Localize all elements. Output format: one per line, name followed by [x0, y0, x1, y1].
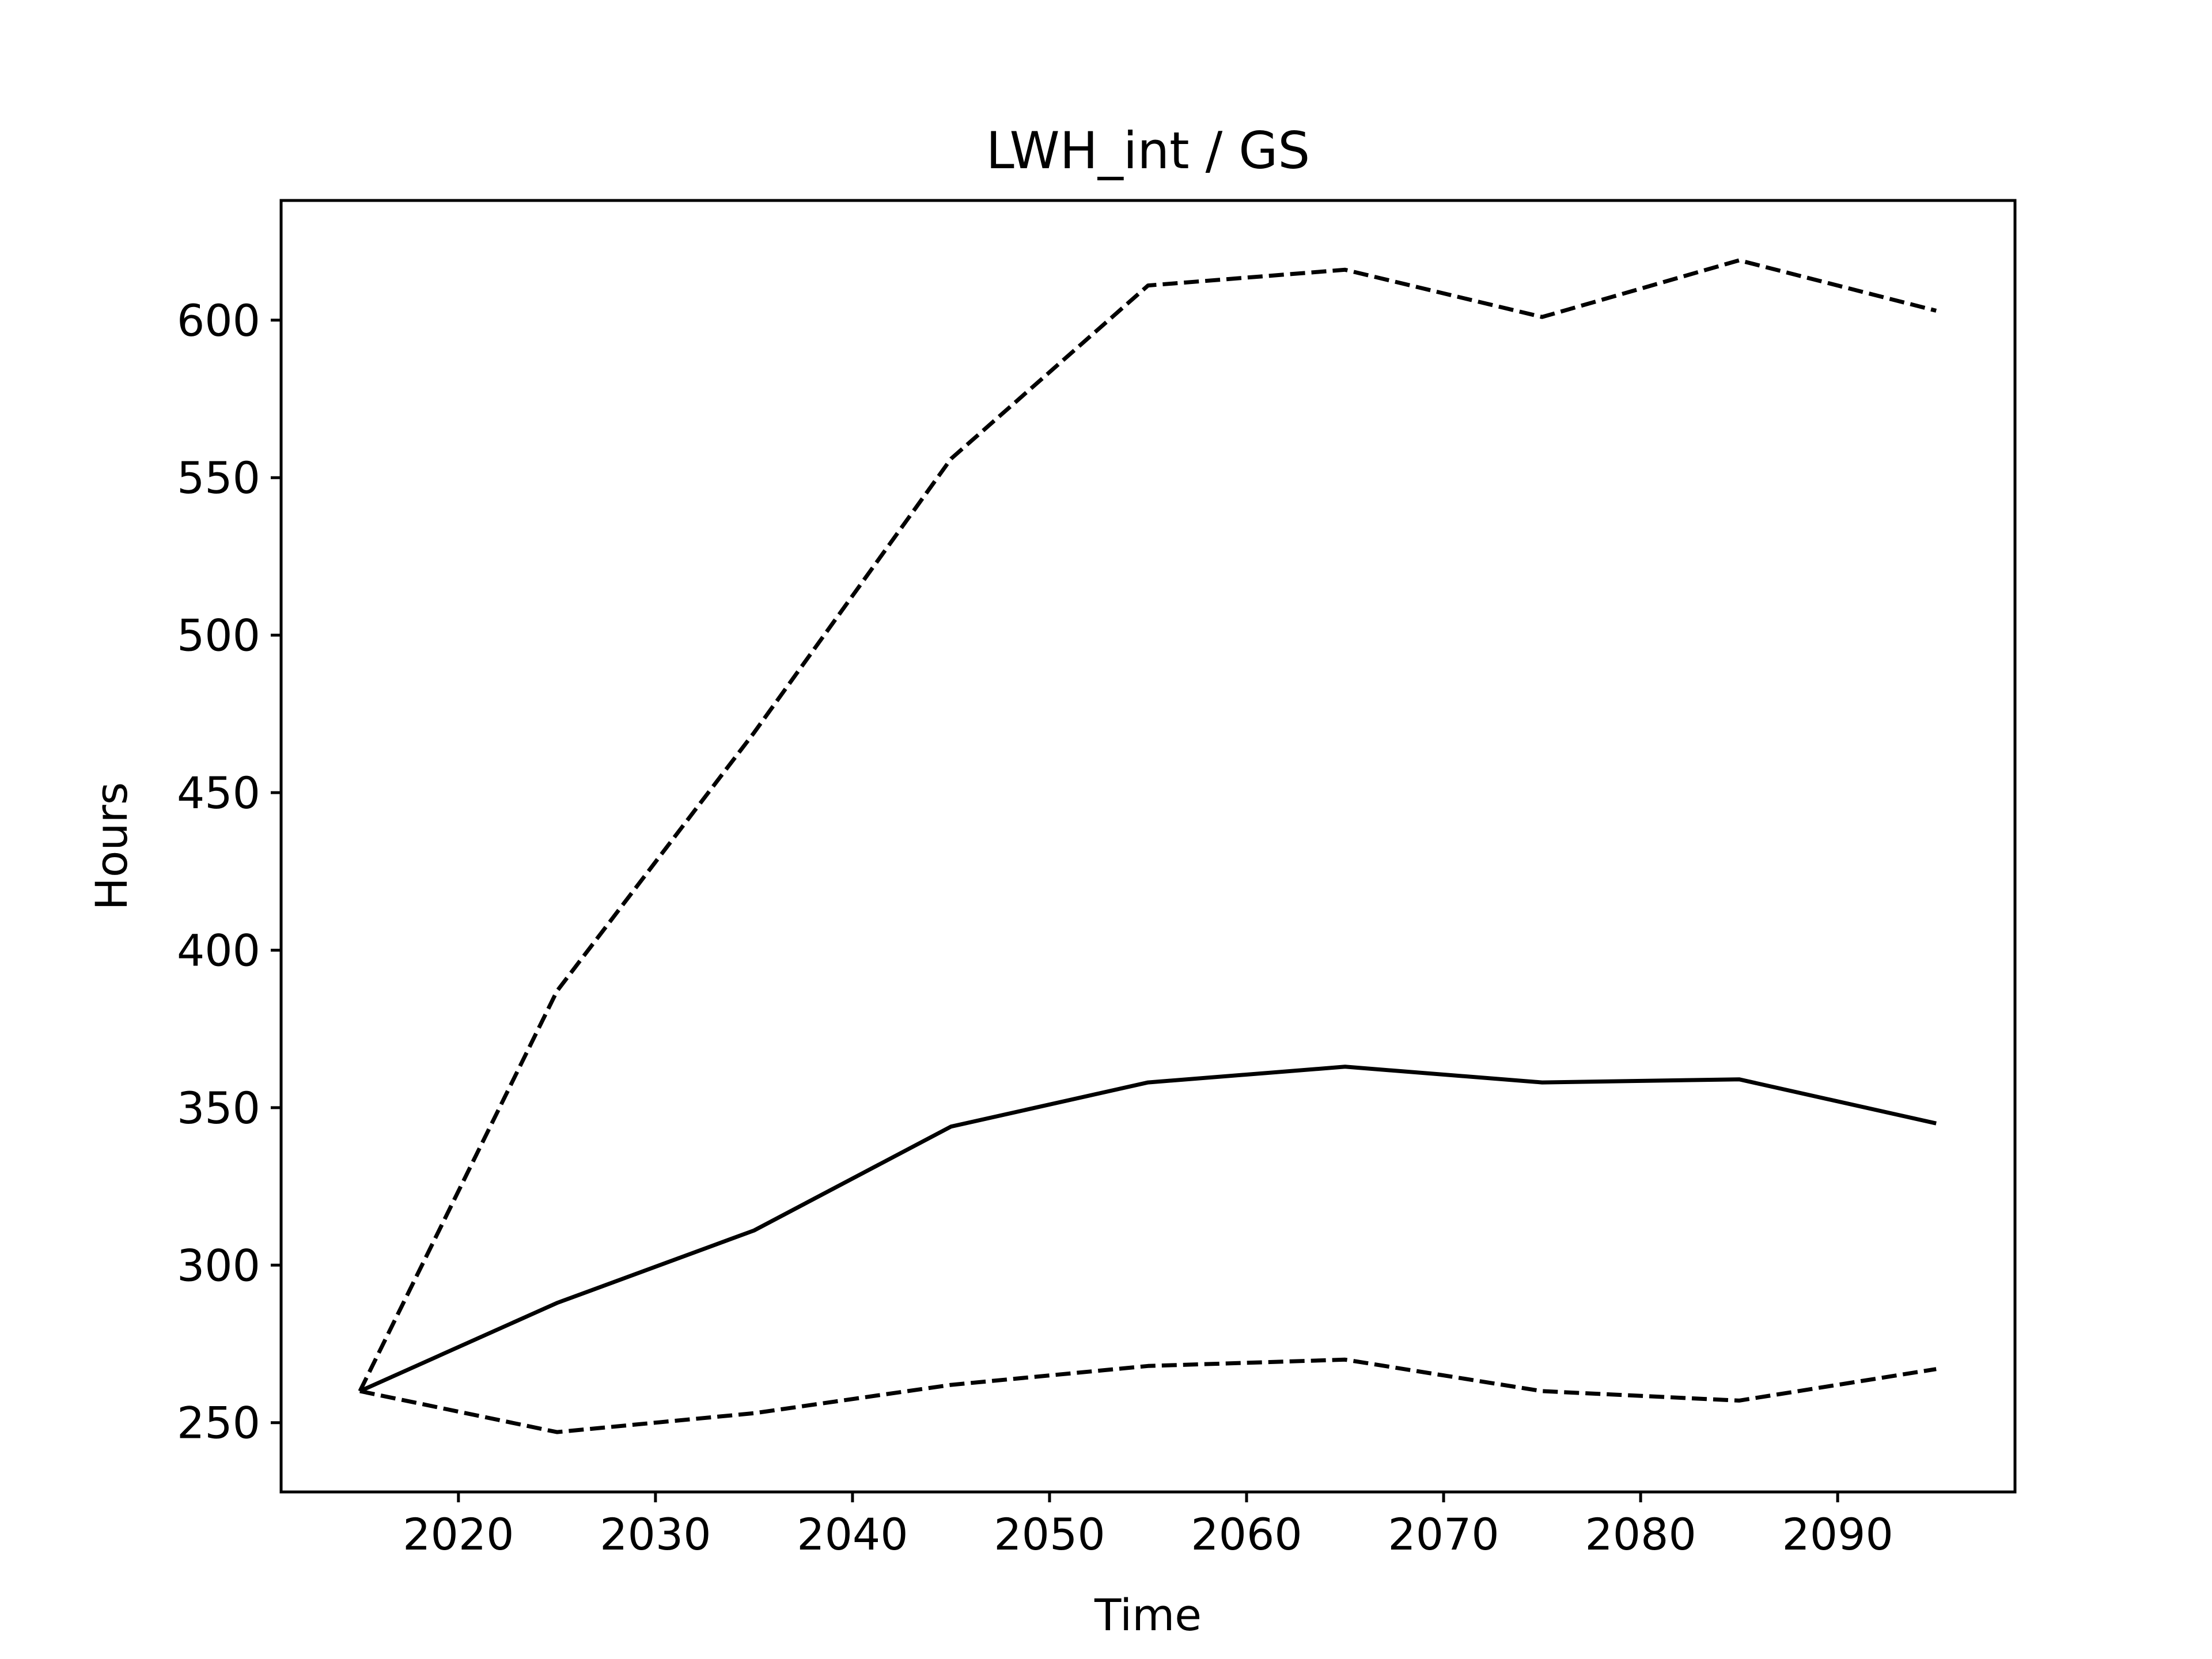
- series-line-median: [359, 1065, 1937, 1393]
- y-tick-label: 450: [177, 767, 260, 819]
- x-axis-label: Time: [1094, 1589, 1202, 1641]
- chart-title: LWH_int / GS: [986, 121, 1310, 180]
- y-axis-label: Hours: [86, 782, 137, 911]
- y-tick-label: 600: [177, 295, 260, 346]
- y-tick-label: 350: [177, 1082, 260, 1134]
- x-tick-label: 2030: [600, 1509, 711, 1560]
- y-axis: 250 300 350 400 450 500 550 600: [177, 295, 281, 1449]
- x-tick-label: 2060: [1191, 1509, 1302, 1560]
- x-tick-label: 2080: [1585, 1509, 1696, 1560]
- series-line-upper-bound: [358, 258, 1937, 1392]
- series-line-lower-bound: [359, 1357, 1937, 1434]
- y-tick-label: 550: [177, 452, 260, 503]
- x-tick-label: 2020: [403, 1509, 514, 1560]
- plot-area: [279, 199, 2017, 1494]
- y-tick-label: 250: [177, 1397, 260, 1449]
- x-tick-label: 2090: [1782, 1509, 1893, 1560]
- y-tick-label: 500: [177, 610, 260, 661]
- y-tick-label: 400: [177, 925, 260, 976]
- x-tick-label: 2070: [1388, 1509, 1499, 1560]
- x-axis: 2020 2030 2040 2050 2060 2070 2080 2090: [403, 1492, 1893, 1560]
- series-layer: [358, 258, 1937, 1434]
- x-tick-label: 2050: [994, 1509, 1105, 1560]
- y-tick-label: 300: [177, 1240, 260, 1291]
- x-tick-label: 2040: [797, 1509, 908, 1560]
